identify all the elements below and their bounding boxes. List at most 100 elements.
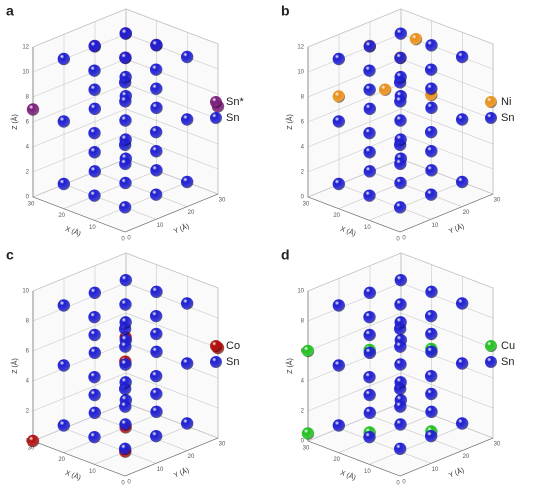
- atom: [455, 50, 469, 64]
- legend-label: Ni: [501, 96, 511, 108]
- legend-marker: [485, 340, 497, 352]
- atom: [88, 102, 102, 116]
- grid-line: [400, 282, 494, 319]
- grid-line: [32, 33, 127, 73]
- grid-line: [307, 342, 402, 382]
- z-tick-label: 2: [26, 170, 30, 176]
- atom: [363, 40, 377, 53]
- atom: [409, 32, 423, 46]
- atom: [88, 64, 101, 77]
- grid-line: [125, 8, 219, 45]
- grid-line: [400, 342, 494, 379]
- atom: [424, 309, 438, 323]
- panel-label: c: [6, 247, 14, 263]
- grid-line: [125, 252, 219, 289]
- atom: [118, 201, 132, 214]
- atom: [378, 83, 392, 96]
- z-axis-title: Z (Å): [285, 358, 294, 374]
- atom: [149, 429, 163, 443]
- atom: [425, 405, 438, 419]
- z-tick-label: 4: [26, 379, 30, 385]
- grid-line: [400, 252, 494, 289]
- panel-label: a: [6, 3, 14, 19]
- atom: [424, 188, 438, 201]
- y-tick-label: 20: [463, 454, 470, 460]
- x-axis-title: X (Å): [64, 224, 82, 238]
- atom: [363, 83, 376, 96]
- grid-line: [63, 428, 157, 464]
- grid-line: [307, 33, 402, 73]
- y-tick-label: 30: [219, 198, 226, 204]
- z-tick-label: 0: [26, 195, 30, 201]
- atom: [363, 406, 377, 420]
- x-axis-title: X (Å): [339, 224, 357, 238]
- atom: [425, 39, 438, 52]
- atom: [363, 165, 377, 178]
- atom: [88, 165, 102, 178]
- atom: [394, 70, 407, 84]
- atom: [119, 376, 132, 389]
- grid-line: [400, 108, 494, 145]
- atom: [393, 442, 407, 456]
- atom: [363, 102, 377, 116]
- legend-marker: [210, 112, 222, 124]
- atom: [180, 417, 194, 430]
- grid-line: [32, 402, 127, 442]
- atom: [119, 133, 132, 146]
- grid-line: [400, 83, 494, 120]
- grid-line: [338, 170, 432, 209]
- grid-line: [307, 58, 402, 98]
- atom: [57, 52, 71, 66]
- axis-line: [32, 196, 126, 233]
- atom: [363, 126, 376, 140]
- grid-line: [125, 158, 219, 195]
- atom: [394, 376, 407, 389]
- x-tick-label: 0: [121, 481, 125, 487]
- y-tick-label: 10: [432, 467, 439, 473]
- atom: [180, 175, 194, 189]
- atom: [425, 345, 438, 359]
- atom: [425, 387, 438, 401]
- atom: [332, 299, 346, 312]
- z-axis-title: Z (Å): [285, 114, 294, 130]
- atom: [455, 297, 469, 310]
- atom: [149, 309, 163, 323]
- x-axis-title: X (Å): [339, 468, 357, 482]
- grid-line: [125, 133, 219, 170]
- atom: [88, 346, 102, 360]
- z-tick-label: 6: [301, 120, 305, 126]
- atom: [57, 115, 71, 128]
- atom: [394, 316, 407, 329]
- atom: [363, 346, 377, 360]
- atom: [425, 164, 438, 177]
- grid-line: [125, 402, 219, 439]
- atom: [394, 157, 407, 171]
- grid-line: [307, 158, 402, 198]
- atom: [394, 27, 408, 40]
- grid-line: [307, 108, 402, 148]
- axis-line: [399, 193, 494, 233]
- atom: [394, 51, 407, 65]
- y-tick-label: 20: [188, 454, 195, 460]
- grid-line: [94, 171, 188, 207]
- atom: [332, 52, 346, 66]
- atom: [88, 310, 101, 324]
- atom: [394, 133, 407, 146]
- x-tick-label: 10: [89, 469, 96, 475]
- z-tick-label: 10: [297, 70, 304, 76]
- panel-label: b: [281, 3, 290, 19]
- atom: [180, 50, 194, 64]
- legend-marker: [210, 96, 222, 108]
- z-tick-label: 2: [301, 409, 305, 415]
- grid-line: [369, 415, 463, 451]
- atom: [88, 286, 102, 300]
- atom: [455, 357, 469, 370]
- z-tick-label: 0: [301, 439, 305, 445]
- atom: [394, 298, 407, 311]
- grid-line: [32, 83, 127, 123]
- atom: [88, 328, 101, 342]
- atom: [394, 340, 407, 353]
- atom: [119, 358, 132, 371]
- grid-line: [32, 158, 127, 198]
- z-tick-label: 10: [297, 289, 304, 295]
